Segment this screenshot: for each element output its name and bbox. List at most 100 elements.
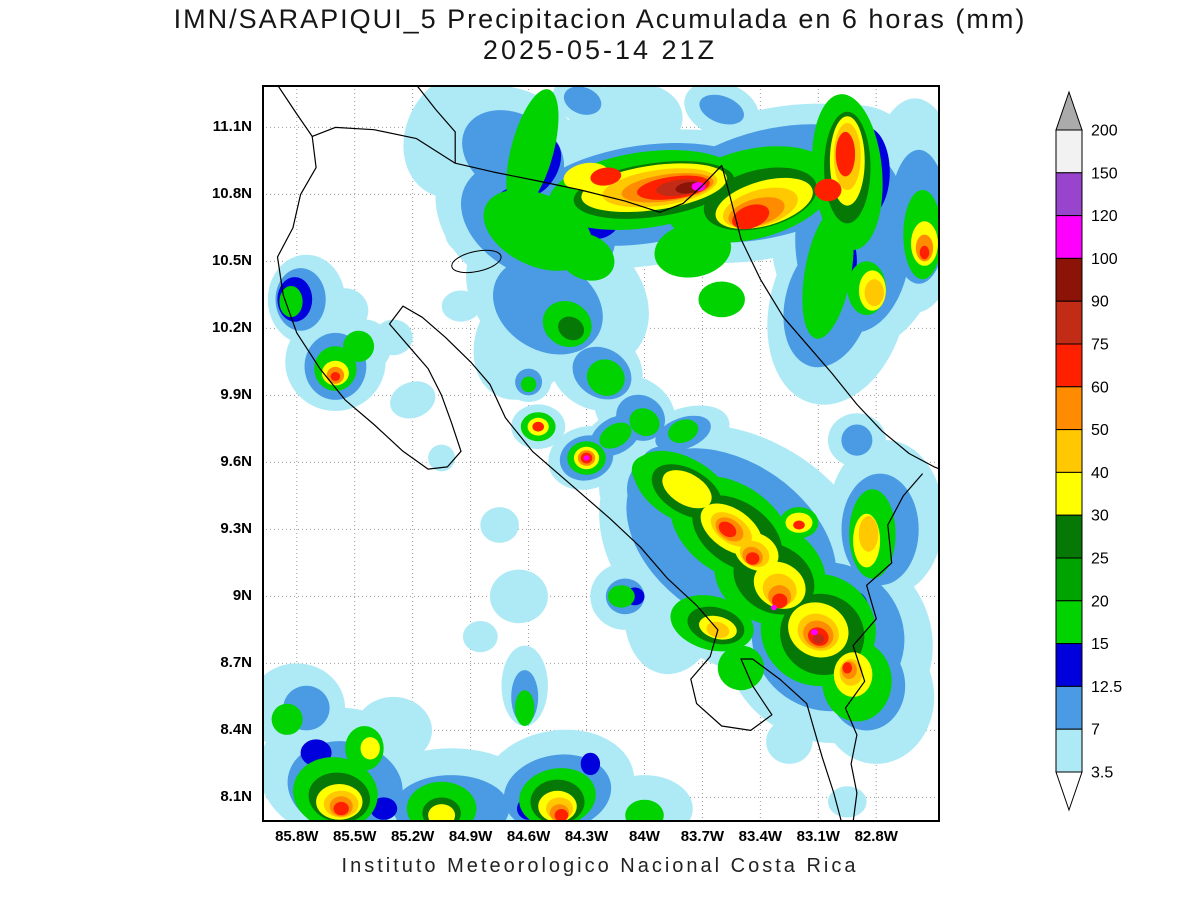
lon-tick-label: 84.9W [448,828,493,845]
lon-tick-label: 85.5W [333,828,377,845]
precip-cell [428,444,456,472]
colorbar-segment [1055,685,1083,730]
coastline-path [276,136,843,822]
colorbar-segment [1055,257,1083,302]
precip-cell [515,690,535,726]
precip-cell [532,421,544,432]
colorbar-over-arrow [1055,90,1083,131]
precip-cell [520,376,537,393]
institution-footer: Instituto Meteorologico Nacional Costa R… [341,855,859,877]
precip-cell [583,455,590,461]
lon-tick-label: 85.8W [275,828,319,845]
precip-cell [699,94,744,125]
precip-cell [745,552,760,565]
precip-cell [835,131,856,177]
precip-cell [554,809,569,822]
colorbar-segment [1055,172,1083,217]
chart-title: IMN/SARAPIQUI_5 Precipitacion Acumulada … [173,4,1027,34]
precip-cell [462,621,498,653]
lon-tick-label: 84.6W [506,828,551,845]
lat-tick-label: 11.1N [212,118,252,136]
precip-cell [586,359,625,396]
precip-cell [793,520,805,530]
precip-cell [812,634,825,644]
colorbar-tick-label: 200 [1091,123,1118,140]
colorbar-segment [1055,600,1083,645]
precip-cell [590,167,622,186]
colorbar-segment [1055,514,1083,559]
precip-cell [390,381,436,419]
colorbar-tick-label: 20 [1091,593,1109,610]
lat-tick-label: 9N [232,587,252,605]
colorbar-tick-label: 15 [1091,636,1109,653]
colorbar-tick-label: 50 [1091,422,1109,439]
precip-cell [858,516,879,552]
precip-cell [828,786,867,818]
precip-cell [814,178,842,202]
colorbar-tick-label: 7 [1091,722,1100,739]
chart-subtitle: 2025-05-14 21Z [482,35,718,65]
colorbar-tick-label: 120 [1091,208,1118,225]
lon-tick-label: 83.7W [680,828,725,845]
colorbar-segment [1055,300,1083,345]
precip-cell [772,593,788,609]
colorbar-legend: 200 150 120 100 90 75 60 50 40 30 25 20 15 12.5 7 3.5 [1055,90,1122,812]
colorbar-segment [1055,215,1083,259]
precip-cell [343,330,375,362]
lat-tick-label: 8.4N [220,721,252,739]
coastline-path [277,85,940,470]
precip-cell [480,507,519,543]
colorbar-segment [1055,471,1083,516]
precip-cell [841,424,873,456]
precip-cell [625,799,664,822]
colorbar-tick-label: 100 [1091,251,1118,268]
precip-cell [279,286,303,318]
precip-cell [333,801,349,816]
precip-cell [558,233,615,281]
lat-tick-label: 8.7N [220,654,252,672]
precip-cell [330,372,341,381]
precip-cell [668,419,699,443]
precip-cell [698,281,745,318]
precip-cell [506,89,559,211]
precip-cell [374,319,413,356]
precip-cell [271,703,303,735]
colorbar-tick-label: 30 [1091,508,1109,525]
colorbar-segment [1055,643,1083,687]
colorbar-tick-label: 75 [1091,337,1109,354]
lon-tick-label: 83.4W [738,828,783,845]
precip-cell [864,279,884,307]
precip-cell [629,408,660,437]
precip-cell [732,204,770,230]
map-frame [262,85,940,822]
precip-cell [607,585,635,608]
colorbar-segment [1055,343,1083,388]
longitude-axis: 85.8W 85.5W 85.2W 84.9W 84.6W 84.3W 84W 83.7W 83… [262,828,940,852]
precip-cell [802,206,854,339]
precip-cell [842,662,853,674]
colorbar-under-arrow [1055,771,1083,812]
precip-cell [370,797,398,820]
lon-tick-label: 83.1W [796,828,840,845]
precip-cell [717,645,765,691]
map-plot-area: 11.1N 10.8N 10.5N 10.2N 9.9N 9.6N 9.3N 9N 8.7N 8.… [212,85,940,845]
lon-tick-label: 84.3W [564,828,609,845]
precip-cell [718,521,737,538]
precip-cell [654,223,732,278]
lat-tick-label: 9.3N [220,520,252,538]
precip-cell [691,182,706,192]
precip-cell [563,86,602,115]
colorbar-tick-label: 3.5 [1091,765,1113,782]
colorbar-segment [1055,386,1083,431]
colorbar-tick-label: 40 [1091,465,1109,482]
precip-cell [428,804,456,822]
precip-cell [810,629,818,636]
lon-tick-label: 82.8W [854,828,898,845]
colorbar-tick-label: 90 [1091,294,1109,311]
precip-cell [596,775,693,822]
precip-cell [489,569,548,624]
precip-cell [766,719,813,764]
precip-cell [360,737,380,760]
precip-cell [919,245,930,260]
precip-cell [580,752,601,776]
